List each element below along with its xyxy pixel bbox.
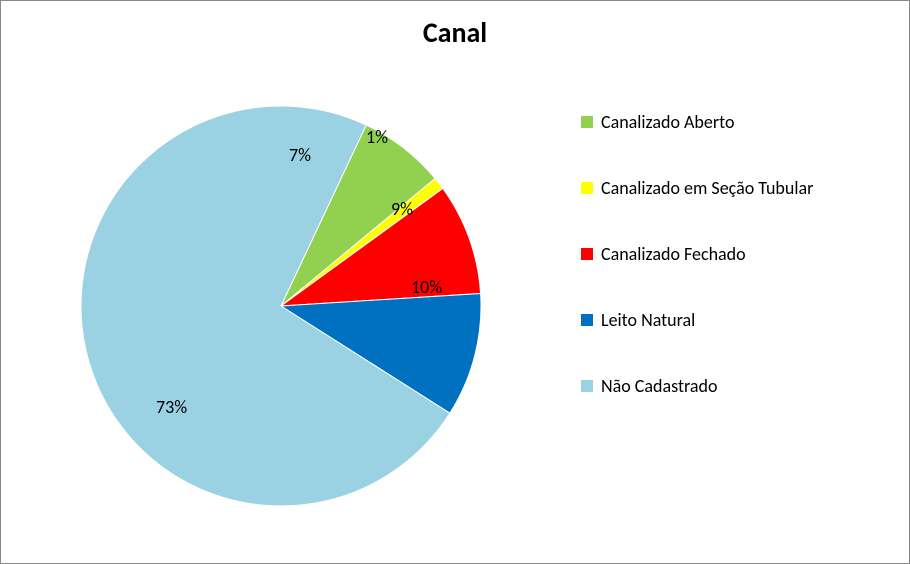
legend-swatch	[581, 314, 593, 326]
legend-label: Leito Natural	[601, 309, 695, 331]
legend-label: Canalizado Aberto	[601, 111, 734, 133]
legend-item-nao-cadastrado: Não Cadastrado	[581, 375, 891, 397]
legend-swatch	[581, 248, 593, 260]
legend: Canalizado Aberto Canalizado em Seção Tu…	[581, 111, 891, 441]
legend-item-canalizado-secao-tubular: Canalizado em Seção Tubular	[581, 177, 891, 199]
legend-item-canalizado-aberto: Canalizado Aberto	[581, 111, 891, 133]
slice-label-nao-cadastrado: 73%	[156, 396, 187, 418]
slice-label-leito-natural: 10%	[411, 276, 442, 298]
legend-label: Canalizado Fechado	[601, 243, 746, 265]
legend-swatch	[581, 380, 593, 392]
chart-title: Canal	[1, 15, 909, 50]
chart-frame: Canal 7% 1% 9% 10% 73% Canalizado Aberto…	[0, 0, 910, 564]
legend-swatch	[581, 182, 593, 194]
legend-item-canalizado-fechado: Canalizado Fechado	[581, 243, 891, 265]
legend-swatch	[581, 116, 593, 128]
slice-label-canalizado-aberto: 7%	[289, 144, 311, 166]
pie-svg	[61, 86, 501, 526]
pie-chart: 7% 1% 9% 10% 73%	[61, 86, 501, 526]
legend-label: Não Cadastrado	[601, 375, 717, 397]
legend-item-leito-natural: Leito Natural	[581, 309, 891, 331]
legend-label: Canalizado em Seção Tubular	[601, 177, 813, 199]
slice-label-canalizado-fechado: 9%	[391, 198, 413, 220]
slice-label-canalizado-secao-tubular: 1%	[366, 126, 388, 148]
